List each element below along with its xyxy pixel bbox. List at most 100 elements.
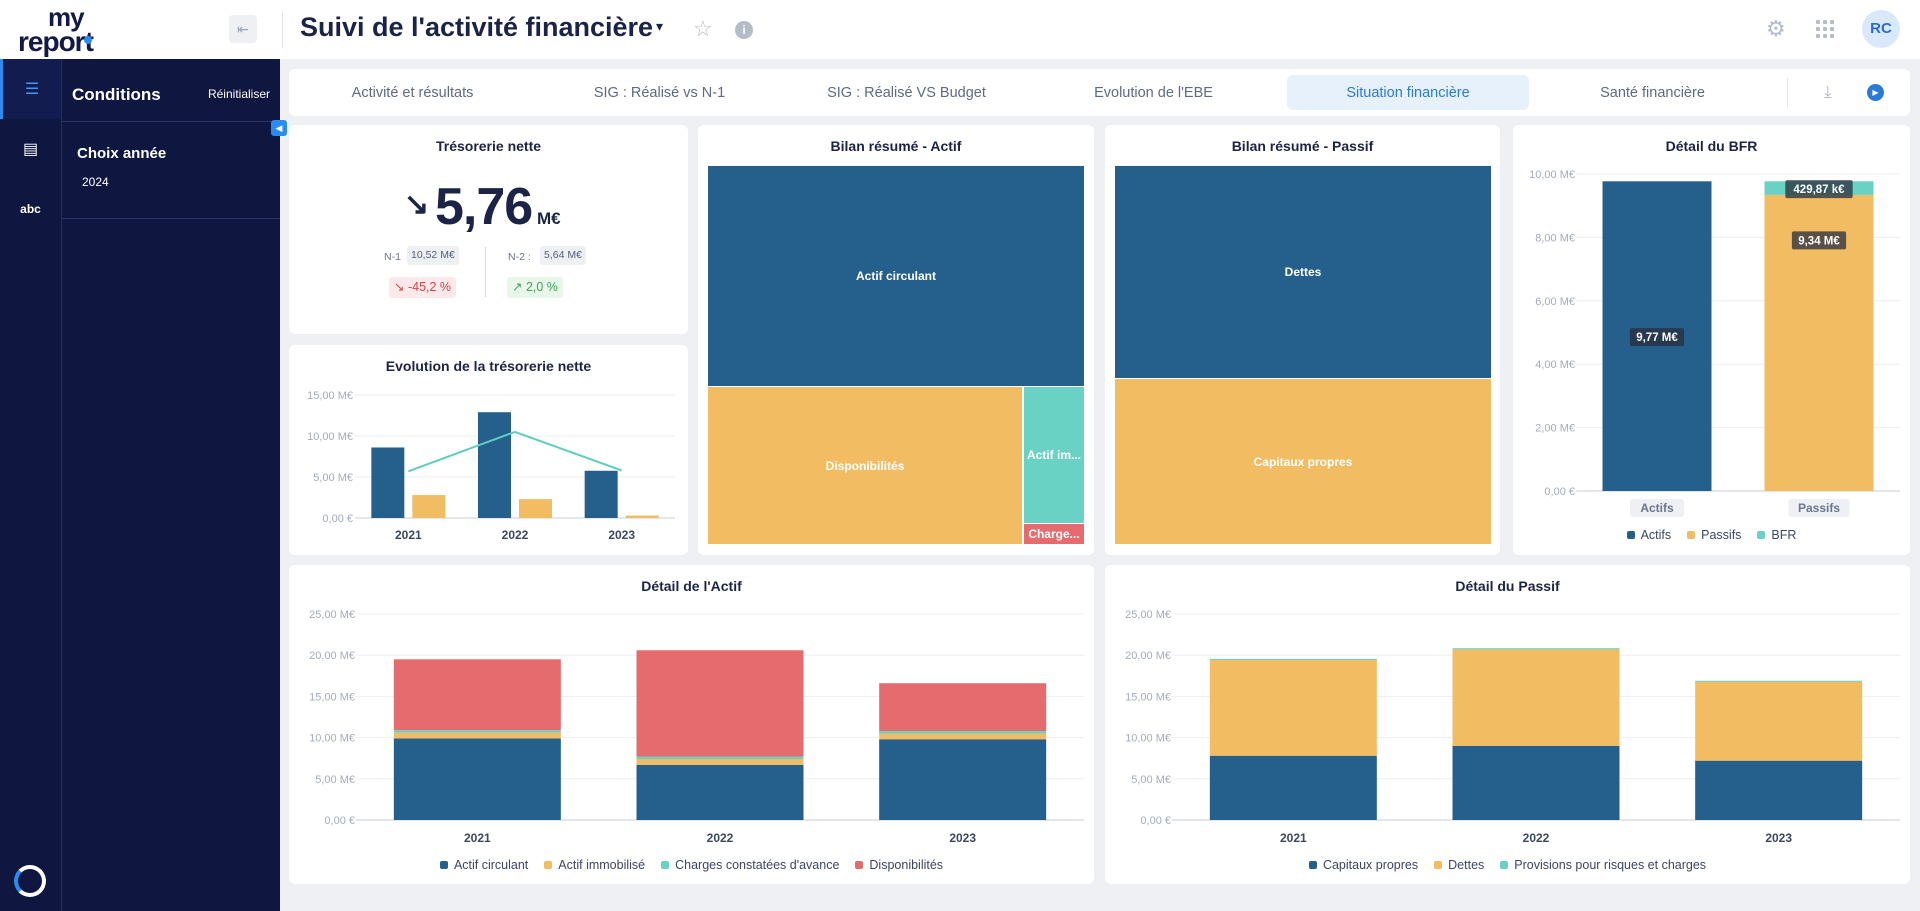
- card-title: Trésorerie nette: [435, 138, 542, 154]
- legend-label: Actifs: [1640, 528, 1672, 542]
- treemap-capitaux-propres[interactable]: Capitaux propres: [1115, 379, 1491, 544]
- tab-ebe[interactable]: Evolution de l'EBE: [1094, 84, 1213, 101]
- legend-item[interactable]: Disponibilités: [855, 858, 943, 872]
- y-tick-label: 5,00 M€: [1131, 774, 1171, 786]
- y-tick-label: 10,00 M€: [309, 733, 355, 745]
- y-tick-label: 25,00 M€: [309, 609, 355, 621]
- n2-delta-text: 2,0 %: [525, 280, 558, 294]
- bar-segment: [1452, 649, 1620, 746]
- text-icon[interactable]: abc: [20, 202, 41, 216]
- bilan-actif-card: Bilan résumé - Actif Actif circulant Dis…: [698, 125, 1094, 555]
- reset-button[interactable]: Réinitialiser: [207, 87, 270, 101]
- y-tick-label: 25,00 M€: [1125, 609, 1171, 621]
- apps-grid-icon[interactable]: [1816, 20, 1834, 38]
- detail-bfr-card: Détail du BFR 0,00 € 2,00 M€ 4,00 M€ 6,00 M…: [1513, 125, 1910, 555]
- card-title: Bilan résumé - Actif: [830, 138, 962, 154]
- x-tick-label: Actifs: [1640, 501, 1674, 515]
- legend-item[interactable]: Actif immobilisé: [544, 858, 645, 872]
- divider: [1787, 78, 1788, 107]
- data-label: 9,77 M€: [1636, 332, 1678, 344]
- legend-item[interactable]: Actifs: [1626, 528, 1672, 542]
- legend-swatch: [1626, 531, 1635, 539]
- y-tick-label: 0,00 €: [324, 815, 355, 827]
- x-tick-label: 2022: [502, 528, 529, 542]
- y-tick-label: 8,00 M€: [1535, 232, 1575, 244]
- legend-swatch: [544, 861, 553, 869]
- legend-item[interactable]: Charges constatées d'avance: [661, 858, 839, 872]
- page-title: Suivi de l'activité financière: [300, 12, 654, 42]
- info-icon[interactable]: i: [735, 21, 753, 39]
- comment-icon[interactable]: ▤: [22, 141, 39, 158]
- legend-label: Passifs: [1701, 528, 1742, 542]
- legend-item[interactable]: Passifs: [1687, 528, 1741, 542]
- tab-sante-financiere[interactable]: Santé financière: [1600, 84, 1705, 101]
- y-tick-label: 5,00 M€: [313, 472, 353, 484]
- filter-icon[interactable]: ☰: [0, 59, 61, 119]
- data-label-bg: [1629, 328, 1685, 347]
- tab-sig-n1[interactable]: SIG : Réalisé vs N-1: [593, 84, 726, 101]
- bar-segment: [393, 738, 561, 820]
- data-label: 429,87 k€: [1793, 184, 1845, 196]
- legend-label: BFR: [1771, 528, 1797, 542]
- bilan-passif-card: Bilan résumé - Passif Dettes Capitaux pr…: [1105, 125, 1500, 555]
- bar-segment: [1209, 755, 1377, 820]
- star-icon[interactable]: ☆: [693, 16, 713, 41]
- avatar[interactable]: RC: [1862, 10, 1900, 48]
- trend-down-icon: ↘: [404, 188, 430, 221]
- y-tick-label: 2,00 M€: [1535, 423, 1575, 435]
- chart-title: Evolution de la trésorerie nette: [385, 358, 592, 374]
- year-filter-label: Choix année: [77, 145, 167, 162]
- y-tick-label: 0,00 €: [322, 513, 353, 525]
- legend-label: Dettes: [1448, 858, 1485, 872]
- bar: [584, 470, 618, 518]
- y-tick-label: 15,00 M€: [309, 691, 355, 703]
- legend-swatch: [1434, 861, 1443, 869]
- tab-activite[interactable]: Activité et résultats: [351, 84, 474, 101]
- collapse-sidebar-button[interactable]: ⇤: [229, 15, 257, 43]
- legend-swatch: [661, 861, 670, 869]
- legend-label: Capitaux propres: [1322, 858, 1419, 872]
- tab-situation-financiere[interactable]: Situation financière: [1287, 75, 1529, 110]
- collapse-icon: ⇤: [237, 20, 249, 37]
- treemap-disponibilites[interactable]: Disponibilités: [708, 387, 1022, 544]
- legend-swatch: [439, 861, 448, 869]
- trend-up-icon: ↗: [512, 280, 526, 294]
- year-filter-value[interactable]: 2024: [82, 175, 109, 189]
- n1-delta-text: -45,2 %: [407, 280, 452, 294]
- legend-item[interactable]: Provisions pour risques et charges: [1500, 858, 1706, 872]
- data-label-bg: [1791, 231, 1847, 250]
- treemap-dettes[interactable]: Dettes: [1115, 166, 1491, 378]
- x-tick-badge: [1630, 499, 1684, 517]
- download-icon[interactable]: ⤓: [1824, 82, 1832, 101]
- treemap-charges[interactable]: Charge...: [1024, 524, 1084, 544]
- bar-segment: [879, 733, 1047, 740]
- chart-title: Détail du BFR: [1665, 138, 1758, 154]
- treemap-actif-immobilise[interactable]: Actif im...: [1024, 387, 1084, 523]
- tab-sig-budget[interactable]: SIG : Réalisé VS Budget: [827, 84, 986, 101]
- chart-title: Détail du Passif: [1455, 578, 1560, 594]
- app-logo-icon: [14, 865, 46, 897]
- divider: [485, 247, 486, 297]
- panel-toggle-icon[interactable]: ◀: [271, 120, 287, 136]
- legend-item[interactable]: Actif circulant: [439, 858, 528, 872]
- gear-icon[interactable]: ⚙: [1766, 16, 1786, 41]
- legend-swatch: [1757, 531, 1766, 539]
- n2-label: N-2 :: [508, 251, 531, 263]
- chevron-down-icon[interactable]: ▾: [656, 18, 664, 34]
- detail-passif-chart: 0,00 € 5,00 M€ 10,00 M€ 15,00 M€ 20,00 M€ 25,…: [1125, 609, 1900, 845]
- divider: [62, 121, 280, 122]
- tresorerie-kpi-card: Trésorerie nette ↘ 5,76 M€ N-1 10,52 M€ …: [289, 125, 688, 334]
- play-icon[interactable]: ▶: [1867, 84, 1884, 101]
- legend-label: Disponibilités: [869, 858, 944, 872]
- icon-rail: ☰ ▤ abc: [0, 59, 61, 911]
- bar-segment: [636, 764, 804, 820]
- detail-actif-chart: 0,00 € 5,00 M€ 10,00 M€ 15,00 M€ 20,00 M€ 25,…: [309, 609, 1084, 845]
- panel-heading: Conditions: [72, 85, 161, 104]
- detail-bfr-chart: 0,00 € 2,00 M€ 4,00 M€ 6,00 M€ 8,00 M€ 10,00 …: [1529, 169, 1900, 517]
- legend-item[interactable]: Dettes: [1434, 858, 1484, 872]
- treemap-actif-circulant[interactable]: Actif circulant: [708, 166, 1084, 386]
- myreport-logo[interactable]: my report: [18, 2, 123, 56]
- legend-item[interactable]: BFR: [1757, 528, 1796, 542]
- legend-item[interactable]: Capitaux propres: [1308, 858, 1419, 872]
- logo-line1: my: [48, 2, 85, 32]
